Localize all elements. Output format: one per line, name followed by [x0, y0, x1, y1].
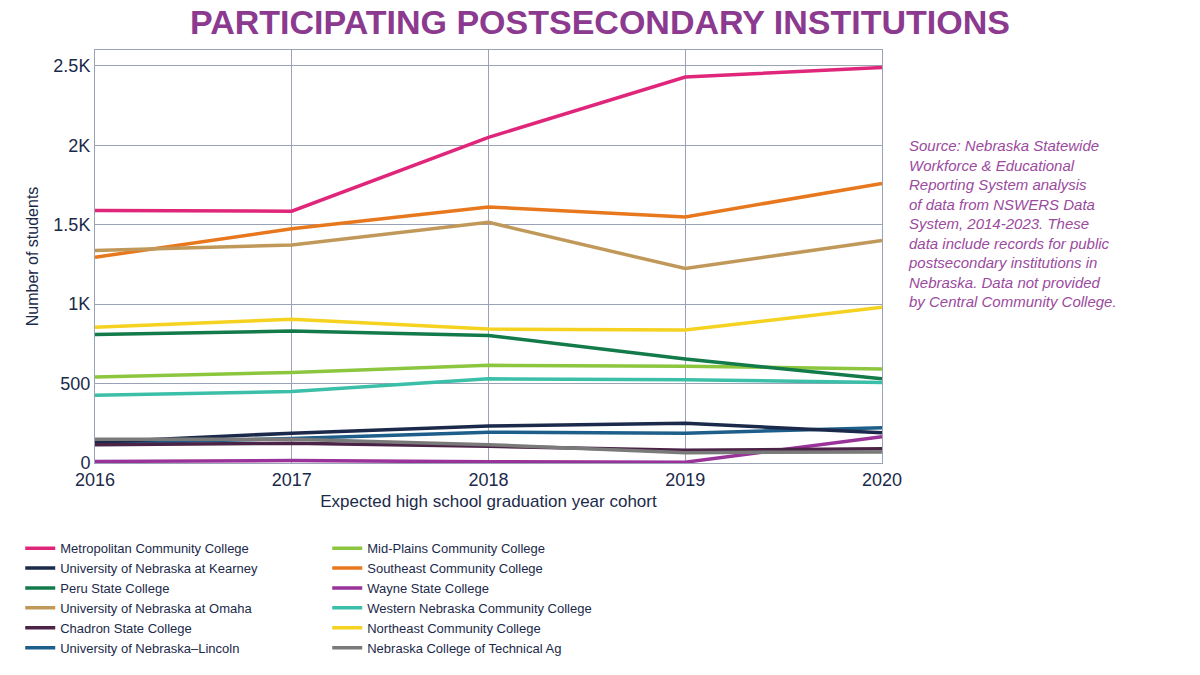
- svg-text:PARTICIPATING POSTSECONDARY IN: PARTICIPATING POSTSECONDARY INSTITUTIONS: [190, 3, 1010, 41]
- svg-text:Mid-Plains Community College: Mid-Plains Community College: [367, 541, 545, 556]
- svg-text:2019: 2019: [665, 470, 705, 490]
- svg-text:2.5K: 2.5K: [53, 56, 90, 76]
- svg-text:Northeast Community College: Northeast Community College: [367, 621, 540, 636]
- svg-text:2K: 2K: [68, 136, 90, 156]
- svg-text:Peru State College: Peru State College: [60, 581, 169, 596]
- svg-text:500: 500: [60, 374, 90, 394]
- svg-text:University of Nebraska at Kear: University of Nebraska at Kearney: [60, 561, 258, 576]
- svg-text:University of Nebraska–Lincoln: University of Nebraska–Lincoln: [60, 641, 239, 656]
- svg-text:2018: 2018: [468, 470, 508, 490]
- svg-text:1K: 1K: [68, 294, 90, 314]
- svg-text:Wayne State College: Wayne State College: [367, 581, 489, 596]
- svg-text:Number of students: Number of students: [24, 187, 41, 327]
- svg-text:0: 0: [80, 453, 90, 473]
- svg-text:2017: 2017: [272, 470, 312, 490]
- svg-text:Metropolitan Community College: Metropolitan Community College: [60, 541, 249, 556]
- svg-text:Source: Nebraska StatewideWork: Source: Nebraska StatewideWorkforce & Ed…: [908, 137, 1117, 310]
- svg-text:1.5K: 1.5K: [53, 215, 90, 235]
- svg-text:Chadron State College: Chadron State College: [60, 621, 192, 636]
- svg-text:2016: 2016: [75, 470, 115, 490]
- svg-text:Southeast Community College: Southeast Community College: [367, 561, 543, 576]
- svg-text:Western Nebraska Community Col: Western Nebraska Community College: [367, 601, 591, 616]
- svg-text:University of Nebraska at Omah: University of Nebraska at Omaha: [60, 601, 252, 616]
- svg-text:Expected high school graduatio: Expected high school graduation year coh…: [320, 492, 657, 511]
- svg-text:Nebraska College of Technical: Nebraska College of Technical Ag: [367, 641, 561, 656]
- svg-text:2020: 2020: [862, 470, 902, 490]
